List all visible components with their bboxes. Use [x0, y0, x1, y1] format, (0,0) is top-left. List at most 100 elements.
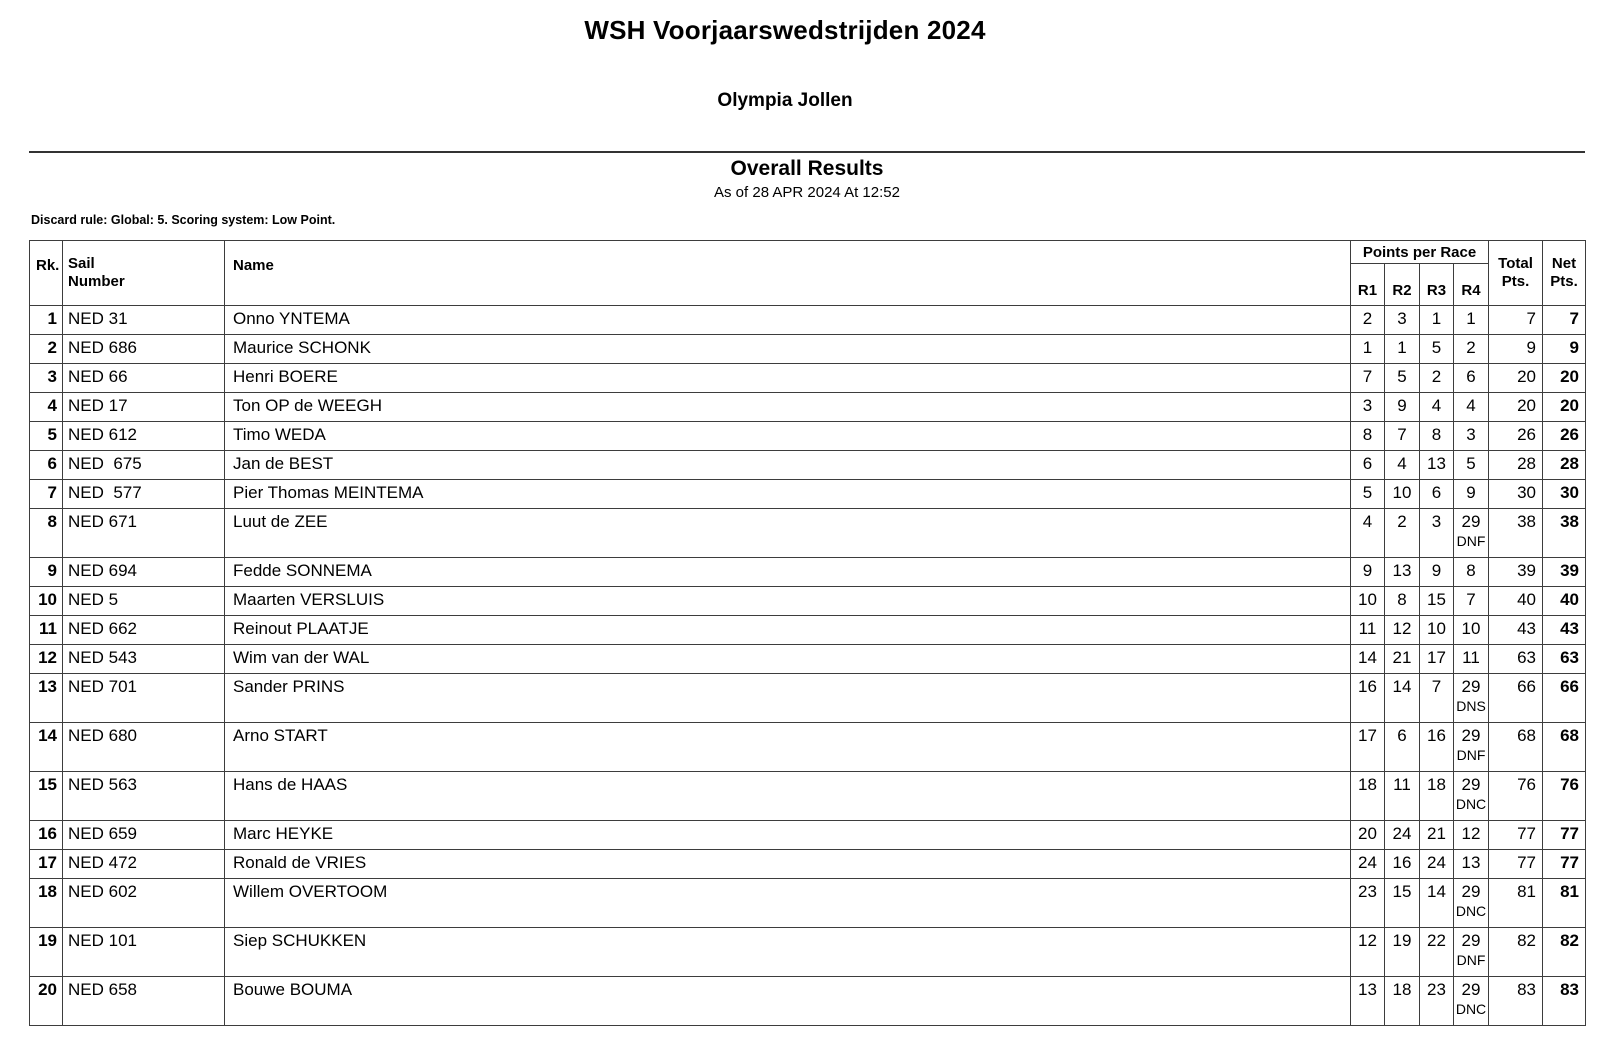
class-name-title: Olympia Jollen [717, 90, 853, 111]
total-points-cell: 77 [1488, 820, 1543, 850]
total-points-cell: 7 [1488, 305, 1543, 335]
competitor-name-cell: Reinout PLAATJE [224, 615, 1351, 645]
rank-cell: 14 [29, 722, 63, 772]
competitor-name-cell: Maarten VERSLUIS [224, 586, 1351, 616]
col-header-r1: R1 [1350, 263, 1385, 306]
total-points-cell: 20 [1488, 392, 1543, 422]
total-points-cell: 26 [1488, 421, 1543, 451]
total-points-cell: 39 [1488, 557, 1543, 587]
race-score-value: 5 [1397, 367, 1407, 386]
race-3-score-cell: 5 [1419, 334, 1454, 364]
race-1-score-cell: 9 [1350, 557, 1385, 587]
sail-number-cell: NED 66 [62, 363, 225, 393]
race-score-value: 3 [1362, 396, 1373, 415]
race-1-score-cell: 5 [1350, 479, 1385, 509]
competitor-name-cell: Hans de HAAS [224, 771, 1351, 821]
sail-number-cell: NED 686 [62, 334, 225, 364]
race-2-score-cell: 1 [1384, 334, 1420, 364]
sail-number-cell: NED 701 [62, 673, 225, 723]
result-row: 5 NED 612 Timo WEDA 8 7 8 3 26 26 [29, 421, 1586, 451]
race-score-value: 1 [1362, 338, 1373, 357]
total-points-cell: 63 [1488, 644, 1543, 674]
col-header-sail-number: Sail Number [62, 240, 225, 306]
race-1-score-cell: 11 [1350, 615, 1385, 645]
race-score-value: 9 [1397, 396, 1407, 415]
race-score-value: 9 [1362, 561, 1373, 580]
rank-cell: 2 [29, 334, 63, 364]
race-score-value: 29 [1461, 726, 1481, 745]
race-1-score-cell: 4 [1350, 508, 1385, 558]
net-points-cell: 68 [1542, 722, 1586, 772]
race-1-score-cell: 6 [1350, 450, 1385, 480]
race-4-score-cell: 29 DNC [1453, 771, 1489, 821]
total-points-cell: 81 [1488, 878, 1543, 928]
rank-cell: 12 [29, 644, 63, 674]
total-points-cell: 83 [1488, 976, 1543, 1026]
race-2-score-cell: 7 [1384, 421, 1420, 451]
race-1-score-cell: 13 [1350, 976, 1385, 1026]
race-2-score-cell: 5 [1384, 363, 1420, 393]
result-row: 8 NED 671 Luut de ZEE 4 2 3 29 DNF 38 38 [29, 508, 1586, 558]
race-2-score-cell: 21 [1384, 644, 1420, 674]
race-score-value: 22 [1427, 931, 1446, 950]
sail-number-cell: NED 694 [62, 557, 225, 587]
net-points-cell: 43 [1542, 615, 1586, 645]
sail-number-cell: NED 577 [62, 479, 225, 509]
result-row: 17 NED 472 Ronald de VRIES 24 16 24 13 7… [29, 849, 1586, 879]
divider-line [29, 151, 1585, 153]
race-score-value: 4 [1397, 454, 1407, 473]
col-header-total-points: Total Pts. [1488, 240, 1543, 306]
sail-number-cell: NED 675 [62, 450, 225, 480]
race-2-score-cell: 10 [1384, 479, 1420, 509]
race-score-value: 2 [1397, 512, 1407, 531]
total-points-cell: 28 [1488, 450, 1543, 480]
race-3-score-cell: 4 [1419, 392, 1454, 422]
rank-cell: 9 [29, 557, 63, 587]
race-score-value: 29 [1461, 882, 1481, 901]
result-row: 7 NED 577 Pier Thomas MEINTEMA 5 10 6 9 … [29, 479, 1586, 509]
race-score-value: 2 [1431, 367, 1442, 386]
race-1-score-cell: 23 [1350, 878, 1385, 928]
race-score-value: 7 [1397, 425, 1407, 444]
race-score-value: 18 [1358, 775, 1377, 794]
race-3-score-cell: 22 [1419, 927, 1454, 977]
total-points-cell: 43 [1488, 615, 1543, 645]
competitor-name-cell: Timo WEDA [224, 421, 1351, 451]
rank-cell: 19 [29, 927, 63, 977]
race-1-score-cell: 1 [1350, 334, 1385, 364]
total-points-cell: 9 [1488, 334, 1543, 364]
race-2-score-cell: 19 [1384, 927, 1420, 977]
race-1-score-cell: 8 [1350, 421, 1385, 451]
net-points-cell: 38 [1542, 508, 1586, 558]
race-2-score-cell: 6 [1384, 722, 1420, 772]
net-points-cell: 82 [1542, 927, 1586, 977]
col-header-rank: Rk. [29, 240, 63, 306]
race-4-score-cell: 8 [1453, 557, 1489, 587]
race-score-value: 29 [1461, 980, 1481, 999]
race-score-value: 29 [1461, 512, 1481, 531]
race-score-value: 13 [1358, 980, 1377, 999]
result-row: 14 NED 680 Arno START 17 6 16 29 DNF 68 … [29, 722, 1586, 772]
race-2-score-cell: 14 [1384, 673, 1420, 723]
race-score-value: 13 [1427, 454, 1446, 473]
race-2-score-cell: 3 [1384, 305, 1420, 335]
race-1-score-cell: 18 [1350, 771, 1385, 821]
race-3-score-cell: 8 [1419, 421, 1454, 451]
rank-cell: 11 [29, 615, 63, 645]
race-2-score-cell: 16 [1384, 849, 1420, 879]
competitor-name-cell: Bouwe BOUMA [224, 976, 1351, 1026]
race-4-score-cell: 11 [1453, 644, 1489, 674]
total-points-cell: 68 [1488, 722, 1543, 772]
competitor-name-cell: Onno YNTEMA [224, 305, 1351, 335]
net-points-cell: 30 [1542, 479, 1586, 509]
table-header-row-1: Rk. Sail Number Name Points per Race Tot… [29, 240, 1586, 306]
race-3-score-cell: 21 [1419, 820, 1454, 850]
race-score-value: 4 [1431, 396, 1442, 415]
race-2-score-cell: 4 [1384, 450, 1420, 480]
race-score-code: DNC [1455, 1001, 1487, 1017]
race-score-value: 29 [1461, 931, 1481, 950]
net-points-cell: 63 [1542, 644, 1586, 674]
result-row: 3 NED 66 Henri BOERE 7 5 2 6 20 20 [29, 363, 1586, 393]
rank-cell: 20 [29, 976, 63, 1026]
rank-cell: 4 [29, 392, 63, 422]
